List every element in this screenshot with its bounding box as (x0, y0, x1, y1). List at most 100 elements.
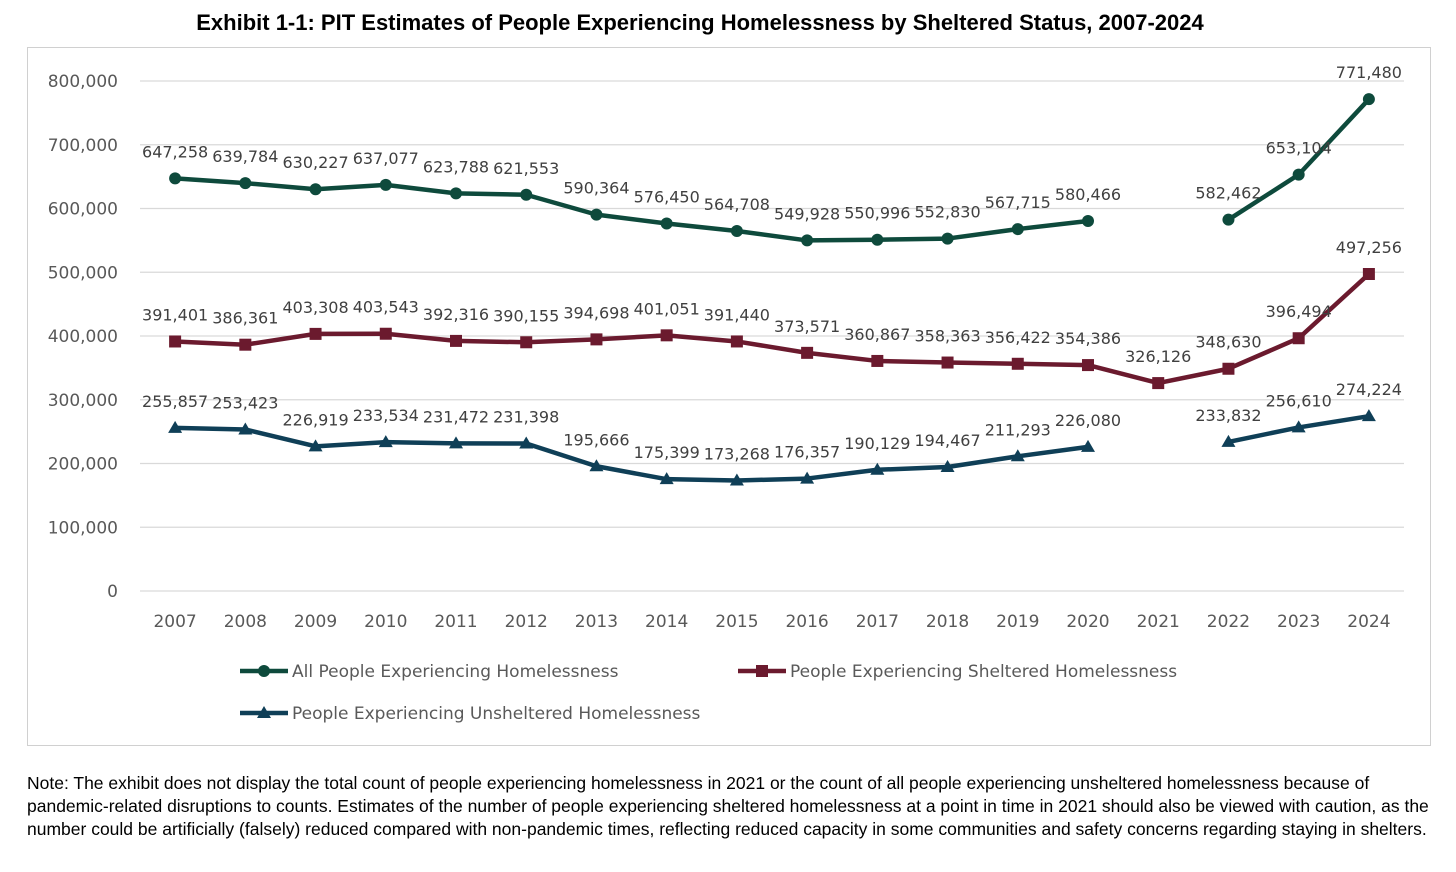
data-label: 630,227 (282, 153, 348, 172)
data-label: 231,398 (493, 407, 559, 426)
data-point (519, 436, 534, 449)
series-1: 647,258 639,784 630,227 637,077 623,788 621,5… (142, 63, 1402, 247)
data-label: 194,467 (914, 431, 980, 450)
data-label: 564,708 (704, 195, 770, 214)
x-tick-label: 2012 (505, 612, 548, 632)
data-label: 550,996 (844, 204, 910, 223)
legend-marker (257, 706, 271, 718)
data-point (941, 232, 954, 245)
chart-note: Note: The exhibit does not display the t… (27, 773, 1429, 839)
data-point (1292, 332, 1305, 345)
data-label: 396,494 (1266, 302, 1332, 321)
data-point (1011, 223, 1024, 236)
data-point (1152, 377, 1165, 390)
y-tick-label: 500,000 (48, 263, 118, 283)
series-line (175, 272, 1371, 386)
x-tick-label: 2008 (224, 612, 267, 632)
series-line (175, 425, 1089, 483)
data-label: 392,316 (423, 305, 489, 324)
data-point (941, 356, 954, 369)
data-label: 173,268 (704, 445, 770, 464)
data-point (1292, 168, 1305, 181)
data-label: 623,788 (423, 157, 489, 176)
data-point (450, 187, 462, 200)
data-label: 226,919 (282, 410, 348, 429)
x-tick-label: 2020 (1066, 612, 1109, 632)
data-label: 576,450 (634, 188, 700, 207)
data-label: 552,830 (914, 203, 980, 222)
data-label: 582,462 (1195, 184, 1261, 203)
data-label: 639,784 (212, 147, 278, 166)
data-point (1221, 434, 1236, 447)
data-point (378, 435, 393, 448)
data-point (308, 439, 323, 452)
data-label: 256,610 (1266, 391, 1332, 410)
x-tick-label: 2016 (785, 612, 828, 632)
data-point (871, 233, 884, 246)
data-label: 567,715 (985, 193, 1051, 212)
data-label: 391,440 (704, 305, 770, 324)
legend-item: People Experiencing Unsheltered Homeless… (240, 704, 701, 724)
line-chart: 0 100,000 200,000 300,000 400,000 500,000 600,… (48, 63, 1404, 724)
x-tick-label: 2013 (575, 612, 618, 632)
legend-item: People Experiencing Sheltered Homelessne… (738, 662, 1177, 682)
data-point (520, 188, 533, 201)
data-point (1222, 213, 1235, 226)
data-label: 326,126 (1125, 347, 1191, 366)
data-label: 394,698 (563, 303, 629, 322)
data-point (660, 329, 673, 342)
data-point (590, 208, 603, 221)
legend-label: People Experiencing Sheltered Homelessne… (790, 662, 1177, 682)
data-point (1362, 93, 1375, 106)
data-point (801, 346, 814, 359)
data-point (730, 335, 743, 348)
data-point (169, 172, 182, 185)
data-label: 373,571 (774, 317, 840, 336)
y-tick-label: 200,000 (48, 455, 118, 475)
chart-title: Exhibit 1-1: PIT Estimates of People Exp… (196, 10, 1204, 35)
data-label: 360,867 (844, 325, 910, 344)
legend-label: All People Experiencing Homelessness (292, 662, 619, 682)
data-point (1361, 409, 1376, 422)
data-label: 390,155 (493, 306, 559, 325)
data-point (1081, 439, 1095, 452)
data-label: 403,543 (353, 298, 419, 317)
series-line (174, 176, 1089, 243)
data-label: 226,080 (1055, 411, 1121, 430)
x-tick-label: 2007 (153, 612, 196, 632)
x-tick-label: 2021 (1137, 612, 1180, 632)
data-point (801, 234, 814, 247)
data-point (1010, 449, 1025, 462)
data-label: 354,386 (1055, 329, 1121, 348)
data-point (590, 333, 603, 346)
data-point (238, 422, 253, 435)
y-tick-label: 400,000 (48, 327, 118, 347)
x-tick-label: 2024 (1347, 612, 1390, 632)
data-label: 195,666 (563, 430, 629, 449)
data-point (449, 436, 463, 449)
data-point (520, 336, 533, 349)
data-label: 190,129 (844, 434, 910, 453)
data-label: 590,364 (563, 179, 629, 198)
data-point (1222, 362, 1235, 375)
data-label: 211,293 (985, 420, 1051, 439)
data-label: 253,423 (212, 393, 278, 412)
data-point (379, 178, 392, 191)
data-point (239, 177, 252, 190)
x-tick-label: 2023 (1277, 612, 1320, 632)
legend-label: People Experiencing Unsheltered Homeless… (292, 704, 701, 724)
data-point (309, 327, 322, 340)
x-tick-label: 2009 (294, 612, 337, 632)
x-tick-label: 2019 (996, 612, 1039, 632)
data-point (1082, 359, 1094, 372)
data-point (1082, 214, 1094, 227)
legend-marker (756, 665, 768, 677)
data-label: 401,051 (634, 299, 700, 318)
data-point (589, 459, 604, 472)
data-point (1011, 357, 1024, 370)
x-tick-label: 2017 (856, 612, 899, 632)
data-point (169, 335, 182, 348)
data-label: 621,553 (493, 159, 559, 178)
data-point (379, 327, 392, 340)
y-tick-label: 700,000 (48, 136, 118, 156)
